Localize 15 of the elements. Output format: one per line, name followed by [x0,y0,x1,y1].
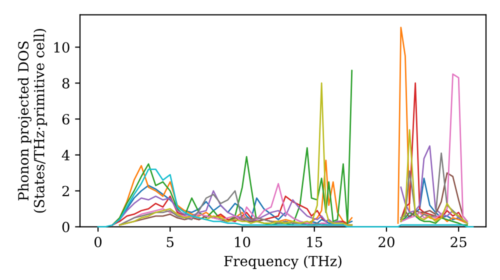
x-tick-label: 25 [450,236,466,248]
x-tick-label: 20 [378,236,394,248]
y-tick-label: 8 [62,78,70,89]
y-tick-label: 4 [62,150,70,160]
y-tick-label: 10 [54,42,70,53]
line-series [97,168,474,228]
y-tick-label: 6 [62,114,70,124]
y-tick-label: 2 [62,186,69,196]
y-tick-label: 0 [62,222,70,232]
x-axis-title: Frequency (THz) [224,256,342,270]
y-axis-title: Phonon projected DOS (States/THz·primitive cell) [18,28,48,213]
x-tick-label: 5 [166,236,174,248]
x-tick-label: 0 [94,236,102,248]
x-tick-label: 15 [307,236,322,248]
x-tick-label: 10 [235,236,250,248]
